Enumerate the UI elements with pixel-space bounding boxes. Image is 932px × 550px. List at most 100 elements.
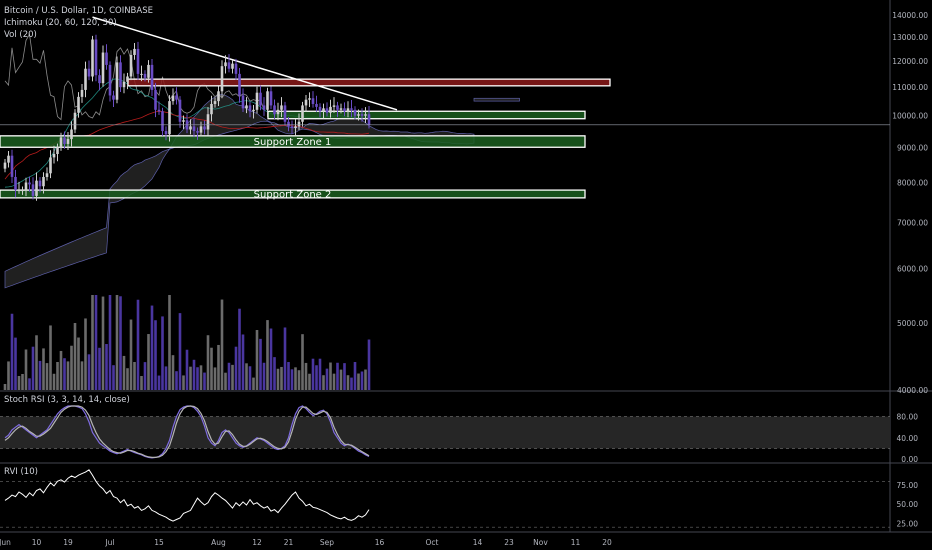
time-tick-label: 16: [375, 538, 385, 547]
volume-bar: [150, 305, 154, 390]
volume-bar: [360, 371, 364, 390]
volume-bar: [115, 295, 119, 390]
volume-bar: [367, 339, 371, 390]
candle: [94, 39, 98, 76]
candle: [280, 105, 283, 110]
volume-bar: [199, 365, 203, 390]
time-tick-label: 10: [32, 538, 42, 547]
candle: [210, 103, 213, 115]
volume-bar: [311, 358, 315, 390]
rvi-line: [4, 469, 370, 522]
volume-bar: [49, 325, 52, 390]
volume-bar: [42, 348, 45, 390]
volume-bar: [206, 335, 210, 390]
candle: [157, 109, 161, 112]
candle: [35, 180, 38, 196]
volume-bar: [77, 337, 80, 390]
rvi-tick-label: 75.00: [897, 481, 919, 490]
time-tick-label: 21: [284, 538, 294, 547]
time-tick-label: 12: [252, 538, 262, 547]
volume-bar: [73, 322, 77, 390]
candle: [154, 89, 157, 110]
volume-bar: [269, 328, 273, 390]
candle: [31, 184, 35, 196]
candle: [227, 62, 231, 69]
rvi-legend[interactable]: RVI (10): [4, 467, 38, 477]
volume-bar: [24, 349, 28, 390]
price-tick-label: 8000.00: [897, 179, 928, 188]
candle: [339, 108, 343, 110]
candle: [147, 64, 150, 78]
candle: [150, 64, 154, 90]
candle: [343, 108, 346, 112]
candle: [182, 120, 185, 122]
candle: [322, 108, 325, 112]
candle: [329, 106, 332, 113]
candle: [287, 121, 290, 127]
volume-bar: [136, 299, 140, 390]
volume-bar: [273, 357, 276, 390]
candle: [52, 153, 56, 158]
candle: [161, 111, 164, 132]
stoch-tick-label: 0.00: [901, 455, 918, 464]
stoch-rsi-legend[interactable]: Stoch RSI (3, 3, 14, 14, close): [4, 395, 130, 405]
volume-bar: [301, 334, 304, 390]
candle: [353, 109, 357, 116]
volume-bar: [234, 346, 238, 390]
volume-bar: [329, 362, 332, 390]
candle: [304, 99, 308, 106]
ichimoku-legend[interactable]: Ichimoku (20, 60, 120, 30): [4, 18, 117, 28]
volume-bar: [192, 359, 196, 390]
candle: [336, 105, 339, 110]
price-tick-label: 6000.00: [897, 265, 928, 274]
candle: [245, 105, 248, 109]
volume-bar: [315, 365, 318, 390]
candle: [220, 66, 224, 92]
volume-bar: [87, 354, 91, 390]
candle: [28, 182, 31, 185]
volume-bar: [346, 375, 350, 390]
volume-bar: [318, 358, 322, 390]
time-tick-label: Nov: [533, 538, 548, 547]
volume-bar: [259, 338, 262, 390]
price-tick-label: 13000.00: [892, 33, 928, 42]
time-tick-label: Jun: [0, 538, 11, 547]
candle: [350, 108, 353, 110]
candle: [171, 95, 175, 102]
volume-bar: [70, 345, 73, 390]
volume-bar: [175, 371, 178, 390]
volume-legend[interactable]: Vol (20): [4, 30, 37, 40]
candle: [17, 190, 21, 192]
candle: [164, 131, 168, 135]
volume-bar: [94, 295, 98, 390]
candle: [192, 126, 196, 132]
volume-bar: [63, 358, 66, 390]
candle: [66, 139, 70, 144]
candle: [311, 98, 315, 104]
candle: [189, 126, 192, 130]
volume-bar: [350, 377, 353, 390]
volume-bar: [276, 368, 280, 390]
candle: [105, 52, 108, 65]
volume-bar: [227, 362, 231, 390]
candle: [21, 190, 24, 192]
support-zone: [0, 189, 586, 199]
volume-bar: [213, 367, 217, 390]
volume-bar: [262, 362, 266, 390]
candle: [126, 76, 129, 82]
candle: [315, 103, 318, 107]
candle: [7, 155, 10, 163]
volume-bar: [196, 367, 199, 390]
volume-bar: [322, 375, 325, 390]
candle: [112, 95, 115, 100]
time-tick-label: Jul: [104, 538, 114, 547]
candle: [332, 105, 336, 107]
volume-bar: [38, 360, 42, 390]
candle: [290, 126, 294, 128]
volume-bar: [252, 377, 255, 390]
candle: [140, 73, 143, 75]
candle: [45, 173, 49, 177]
volume-bar: [220, 299, 224, 390]
price-tick-label: 7000.00: [897, 218, 928, 227]
